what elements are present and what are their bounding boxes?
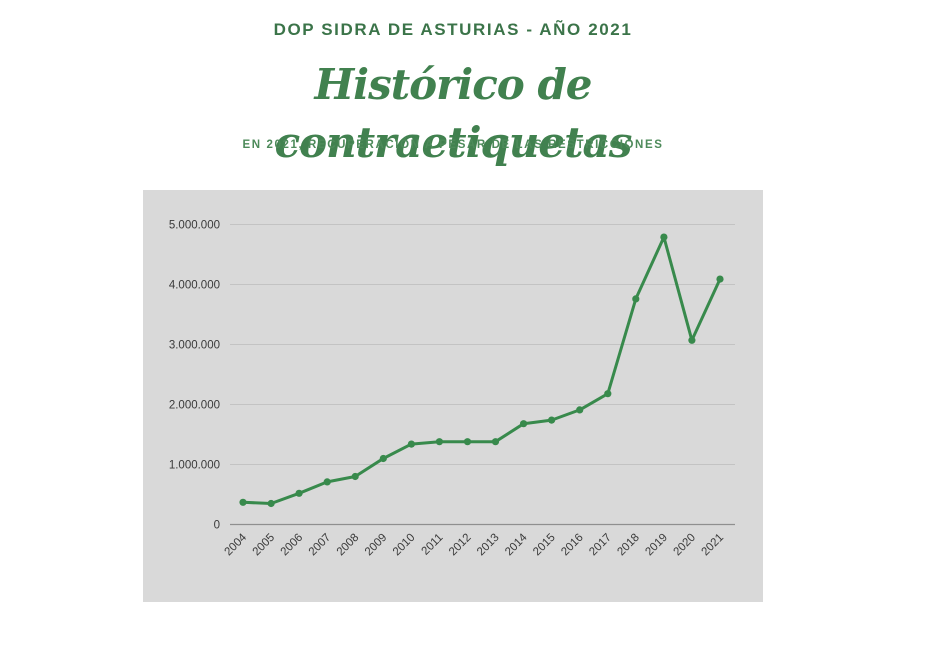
y-tick-label: 1.000.000 bbox=[169, 460, 220, 472]
data-point-marker bbox=[716, 275, 724, 283]
data-point-marker bbox=[407, 440, 415, 448]
x-tick-label: 2020 bbox=[671, 532, 698, 559]
y-tick-label: 4.000.000 bbox=[169, 280, 220, 292]
data-point-marker bbox=[632, 295, 640, 303]
data-point-marker bbox=[295, 489, 303, 497]
line-chart: 0 1.000.000 2.000.000 3.000.000 4.000.000 5.0… bbox=[169, 220, 735, 559]
data-point-marker bbox=[379, 454, 387, 463]
page-title: Histórico de contraetiquetas bbox=[274, 60, 633, 167]
x-tick-label: 2006 bbox=[279, 532, 306, 559]
y-tick-label: 5.000.000 bbox=[169, 220, 220, 232]
y-tick-label: 0 bbox=[214, 520, 220, 532]
x-tick-label: 2019 bbox=[643, 532, 670, 559]
x-tick-label: 2014 bbox=[503, 531, 530, 558]
y-tick-label: 2.000.000 bbox=[169, 400, 220, 412]
page-subtitle: EN 2021, RECUPERACIÓN A PESAR DE LAS RES… bbox=[242, 139, 664, 151]
kicker-title: DOP SIDRA DE ASTURIAS - AÑO 2021 bbox=[273, 20, 633, 39]
x-tick-label: 2008 bbox=[335, 532, 362, 559]
x-tick-label: 2012 bbox=[447, 532, 474, 559]
x-tick-label: 2011 bbox=[420, 532, 446, 558]
x-tick-label: 2007 bbox=[307, 532, 334, 559]
data-point-marker bbox=[463, 438, 472, 446]
data-point-marker bbox=[576, 406, 584, 414]
data-point-marker bbox=[604, 390, 612, 398]
x-tick-label: 2015 bbox=[531, 532, 558, 559]
data-point-marker bbox=[351, 472, 359, 481]
x-tick-label: 2004 bbox=[223, 531, 250, 558]
x-tick-label: 2018 bbox=[615, 532, 642, 559]
data-point-marker bbox=[267, 499, 275, 508]
data-point-marker bbox=[323, 478, 331, 486]
data-point-marker bbox=[435, 438, 443, 446]
y-tick-label: 3.000.000 bbox=[169, 340, 220, 352]
x-tick-label: 2016 bbox=[559, 532, 586, 559]
x-tick-label: 2010 bbox=[391, 532, 418, 559]
x-tick-label: 2021 bbox=[700, 532, 727, 559]
trend-line bbox=[241, 235, 722, 505]
data-point-marker bbox=[688, 336, 696, 344]
chart-panel: 0 1.000.000 2.000.000 3.000.000 4.000.000 5.0… bbox=[143, 190, 763, 602]
data-point-marker bbox=[520, 420, 528, 428]
data-point-marker bbox=[491, 438, 500, 446]
x-tick-label: 2005 bbox=[251, 532, 278, 559]
x-tick-label: 2013 bbox=[475, 532, 502, 559]
data-point-marker bbox=[239, 498, 247, 506]
data-point-marker bbox=[660, 233, 668, 241]
x-tick-label: 2009 bbox=[363, 532, 390, 559]
x-tick-label: 2017 bbox=[587, 532, 614, 559]
data-point-marker bbox=[548, 416, 556, 424]
